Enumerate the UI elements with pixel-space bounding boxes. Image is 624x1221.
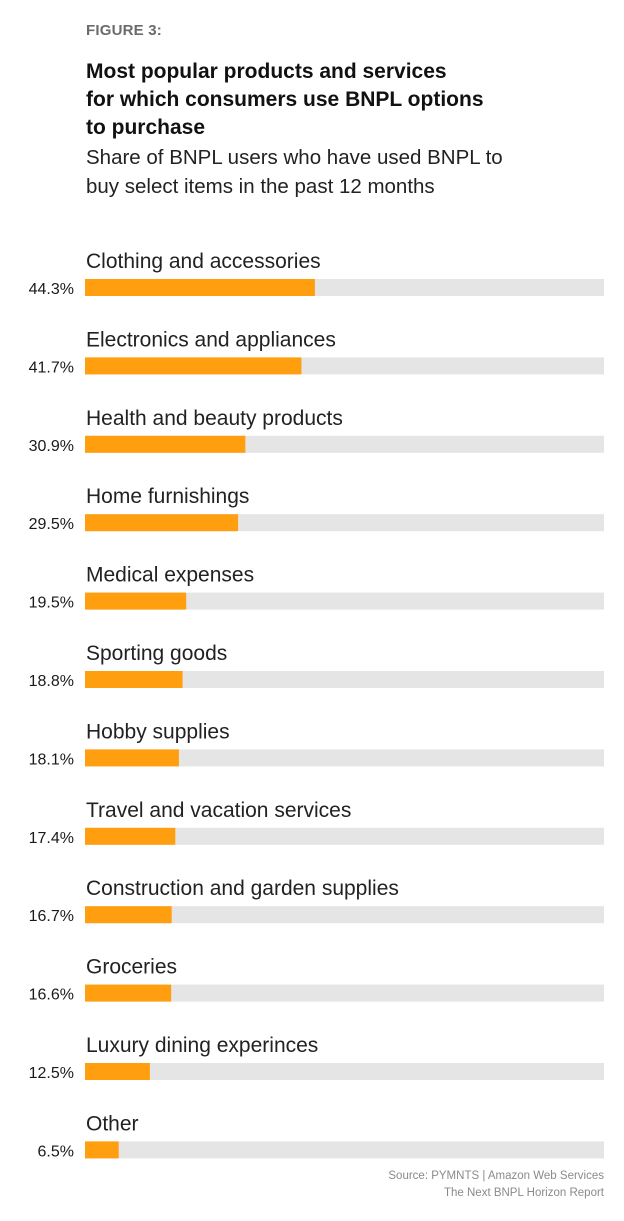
report-line: The Next BNPL Horizon Report xyxy=(443,1187,604,1199)
bar xyxy=(85,514,239,532)
bar xyxy=(85,357,302,375)
bar-row: Clothing and accessories 44.3% xyxy=(29,250,604,298)
bar-row: Hobby supplies 18.1% xyxy=(29,720,604,768)
bar-row: Home furnishings 29.5% xyxy=(29,485,604,533)
value-label: 6.5% xyxy=(38,1143,74,1160)
category-label: Electronics and appliances xyxy=(86,328,336,351)
category-label: Home furnishings xyxy=(86,485,249,508)
category-label: Construction and garden supplies xyxy=(86,877,399,900)
title-line: Most popular products and services xyxy=(86,60,447,83)
bar-track xyxy=(85,592,604,610)
bar-track xyxy=(85,1063,604,1080)
category-label: Sporting goods xyxy=(86,642,227,665)
value-label: 16.6% xyxy=(29,987,74,1004)
figure-label: FIGURE 3: xyxy=(86,22,162,39)
bar xyxy=(85,435,246,453)
subtitle-line: Share of BNPL users who have used BNPL t… xyxy=(86,146,503,169)
bar-track xyxy=(85,906,604,924)
category-label: Groceries xyxy=(86,956,177,979)
bar-track xyxy=(85,671,604,688)
category-label: Clothing and accessories xyxy=(86,250,321,273)
bar-row: Construction and garden supplies 16.7% xyxy=(29,877,604,925)
bar-row: Electronics and appliances 41.7% xyxy=(29,328,604,376)
category-label: Luxury dining experinces xyxy=(86,1034,318,1057)
bar xyxy=(85,1063,150,1080)
value-label: 18.1% xyxy=(29,751,74,768)
bar-track xyxy=(85,984,604,1002)
category-label: Travel and vacation services xyxy=(86,799,351,822)
bar-track xyxy=(85,1141,604,1159)
bar-row: Groceries 16.6% xyxy=(29,956,604,1004)
bar xyxy=(85,592,187,610)
title-line: for which consumers use BNPL options xyxy=(86,88,484,111)
value-label: 12.5% xyxy=(29,1065,74,1082)
category-label: Health and beauty products xyxy=(86,407,343,430)
bar xyxy=(85,827,176,845)
value-label: 17.4% xyxy=(29,830,74,847)
bar xyxy=(85,1141,119,1159)
value-label: 41.7% xyxy=(29,359,74,376)
category-label: Other xyxy=(86,1112,139,1135)
value-label: 18.8% xyxy=(29,673,74,690)
bar-row: Luxury dining experinces 12.5% xyxy=(29,1034,604,1082)
bar xyxy=(85,984,172,1002)
value-label: 30.9% xyxy=(29,438,74,455)
title-line: to purchase xyxy=(86,116,206,139)
bar-track xyxy=(85,827,604,845)
value-label: 16.7% xyxy=(29,908,74,925)
bar-row: Other 6.5% xyxy=(38,1112,604,1160)
bar-row: Health and beauty products 30.9% xyxy=(29,407,604,455)
bar-row: Sporting goods 18.8% xyxy=(29,642,604,690)
value-label: 29.5% xyxy=(29,516,74,533)
bar xyxy=(85,279,315,296)
bar xyxy=(85,749,179,767)
value-label: 19.5% xyxy=(29,595,74,612)
bar-row: Medical expenses 19.5% xyxy=(29,564,604,612)
chart-subtitle: Share of BNPL users who have used BNPL t… xyxy=(86,143,596,201)
chart-title: Most popular products and services for w… xyxy=(86,58,586,142)
source-line: Source: PYMNTS | Amazon Web Services xyxy=(388,1170,604,1182)
bar xyxy=(85,906,172,924)
value-label: 44.3% xyxy=(29,281,74,298)
subtitle-line: buy select items in the past 12 months xyxy=(86,175,435,198)
bar-row: Travel and vacation services 17.4% xyxy=(29,799,604,847)
category-label: Hobby supplies xyxy=(86,720,230,743)
bar xyxy=(85,671,183,688)
source-note: Source: PYMNTS | Amazon Web Services The… xyxy=(388,1168,604,1202)
bar-track xyxy=(85,749,604,767)
category-label: Medical expenses xyxy=(86,564,254,587)
